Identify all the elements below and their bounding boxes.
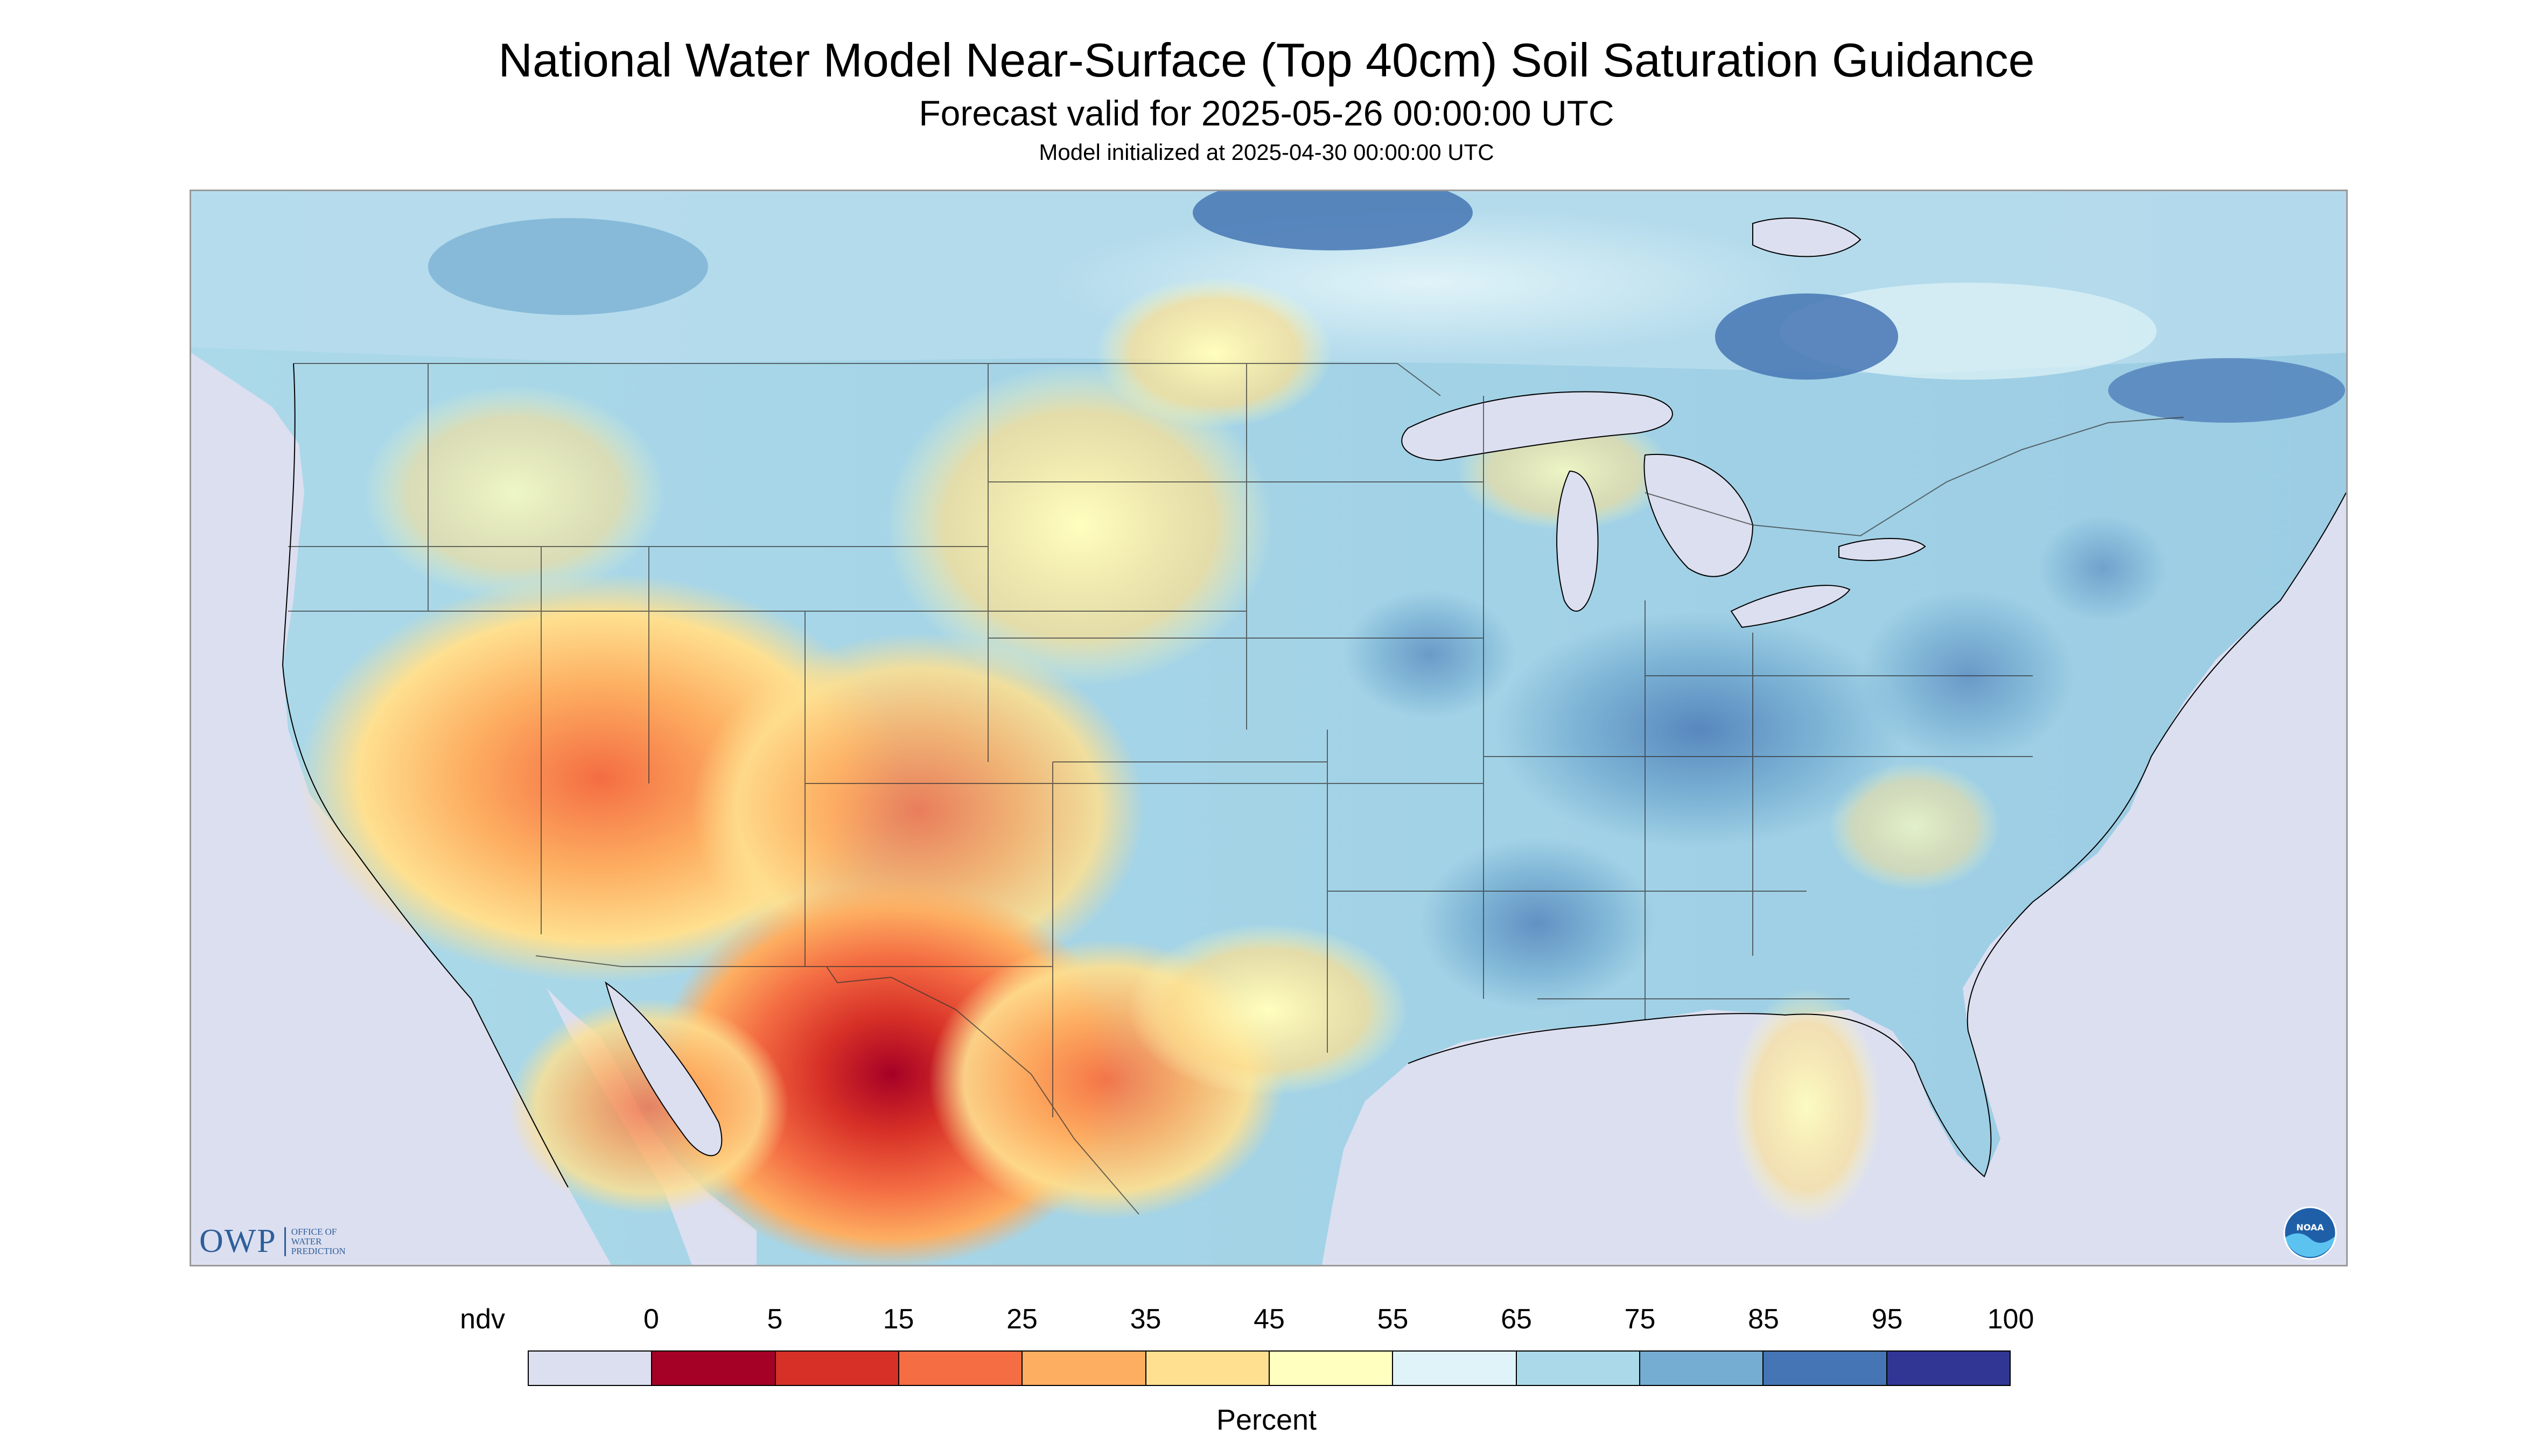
colorbar-tick-label: 100	[1987, 1304, 2034, 1335]
colorbar-tick-label: 65	[1501, 1304, 1532, 1335]
map-title: National Water Model Near-Surface (Top 4…	[498, 33, 2035, 87]
colorbar-swatch	[775, 1352, 899, 1385]
colorbar-tick-label: 5	[767, 1304, 783, 1335]
colorbar-tick-label: 15	[883, 1304, 914, 1335]
colorbar-tick-label: 45	[1254, 1304, 1285, 1335]
lake-erie	[1730, 585, 1851, 628]
colorbar-tick-label: 85	[1748, 1304, 1779, 1335]
soil-saturation-map	[190, 190, 2348, 1266]
lake-michigan	[1556, 470, 1599, 612]
colorbar-labels: ndv 0 5 15 25 35 45 55 65 75 85 95 100	[0, 1303, 2533, 1341]
colorbar-swatch	[1393, 1352, 1517, 1385]
forecast-valid-time: Forecast valid for 2025-05-26 00:00:00 U…	[919, 93, 1614, 133]
colorbar-swatch	[1146, 1352, 1270, 1385]
lake-ontario	[1838, 538, 1926, 561]
owp-logo-text: OFFICE OF WATER PREDICTION	[284, 1227, 372, 1256]
colorbar-tick-label: 35	[1130, 1304, 1161, 1335]
owp-logo-mark: OWP	[199, 1223, 277, 1259]
owp-logo: OWP OFFICE OF WATER PREDICTION	[199, 1222, 372, 1261]
noaa-logo: NOAA	[2283, 1206, 2337, 1260]
colorbar-tick-label: 0	[643, 1304, 659, 1335]
colorbar-title: Percent	[1216, 1404, 1317, 1436]
colorbar-swatch	[1640, 1352, 1764, 1385]
colorbar-tick-label: 25	[1006, 1304, 1038, 1335]
colorbar-swatch	[1887, 1352, 2010, 1385]
colorbar-swatch	[529, 1352, 653, 1385]
lake-superior	[1401, 391, 1673, 461]
colorbar-swatch	[1023, 1352, 1146, 1385]
gulf-of-california	[605, 981, 723, 1157]
colorbar-swatch	[899, 1352, 1023, 1385]
colorbar-tick-label: 95	[1871, 1304, 1903, 1335]
hudson-bay-edge	[1752, 218, 1862, 257]
colorbar-swatch	[652, 1352, 776, 1385]
colorbar-swatch	[1764, 1352, 1887, 1385]
lake-huron	[1643, 453, 1754, 577]
svg-text:NOAA: NOAA	[2296, 1222, 2324, 1233]
model-init-time: Model initialized at 2025-04-30 00:00:00…	[1039, 139, 1494, 165]
colorbar-tick-label: ndv	[460, 1304, 505, 1335]
colorbar	[528, 1350, 2011, 1386]
colorbar-swatch	[1269, 1352, 1394, 1385]
colorbar-swatch	[1516, 1352, 1640, 1385]
colorbar-tick-label: 55	[1377, 1304, 1409, 1335]
colorbar-tick-label: 75	[1624, 1304, 1656, 1335]
